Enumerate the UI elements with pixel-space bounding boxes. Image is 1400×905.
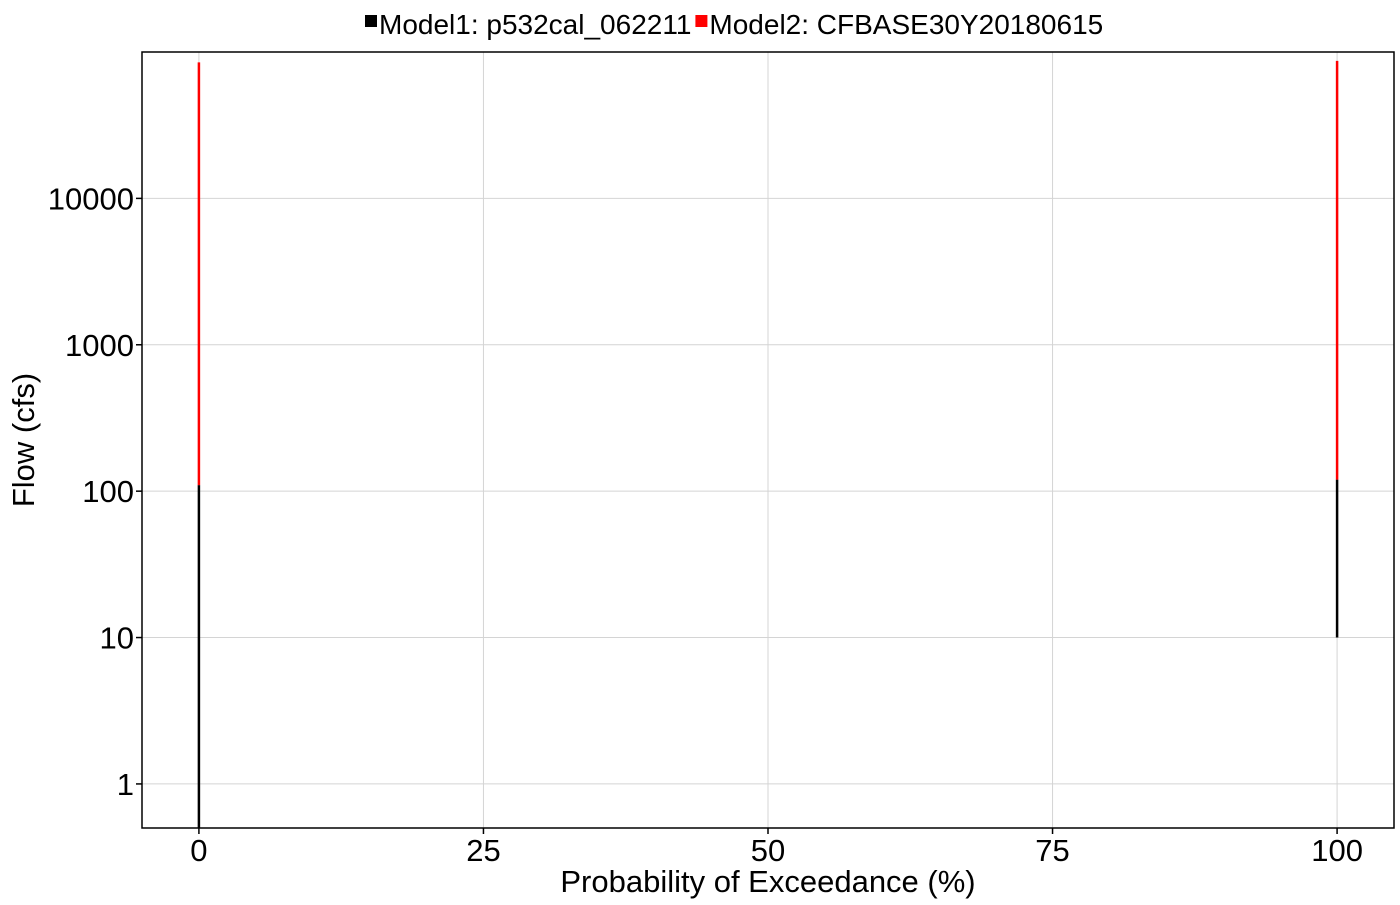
x-tick-label: 75 <box>1035 833 1069 868</box>
series-layer <box>197 60 1339 828</box>
x-axis-ticks: 0 25 50 75 100 <box>190 828 1363 868</box>
legend-swatch-1 <box>365 15 377 27</box>
y-axis-label: Flow (cfs) <box>6 373 41 507</box>
x-tick-label: 25 <box>466 833 500 868</box>
x-axis-label: Probability of Exceedance (%) <box>560 864 975 899</box>
y-tick-label: 10000 <box>48 181 134 216</box>
legend-label-2: Model2: CFBASE30Y20180615 <box>709 9 1103 40</box>
legend-label-1: Model1: p532cal_062211 <box>379 9 691 40</box>
legend-swatch-2 <box>695 15 708 27</box>
y-tick-label: 10 <box>100 621 134 656</box>
legend: Model1: p532cal_062211 Model2: CFBASE30Y2… <box>365 9 1103 40</box>
y-tick-label: 1000 <box>65 328 134 363</box>
y-axis-ticks: 1 10 100 1000 10000 <box>48 181 142 802</box>
x-tick-label: 50 <box>751 833 785 868</box>
x-tick-label: 0 <box>190 833 207 868</box>
y-tick-label: 1 <box>117 767 134 802</box>
y-tick-label: 100 <box>82 474 134 509</box>
x-tick-label: 100 <box>1311 833 1363 868</box>
grid <box>142 52 1394 828</box>
